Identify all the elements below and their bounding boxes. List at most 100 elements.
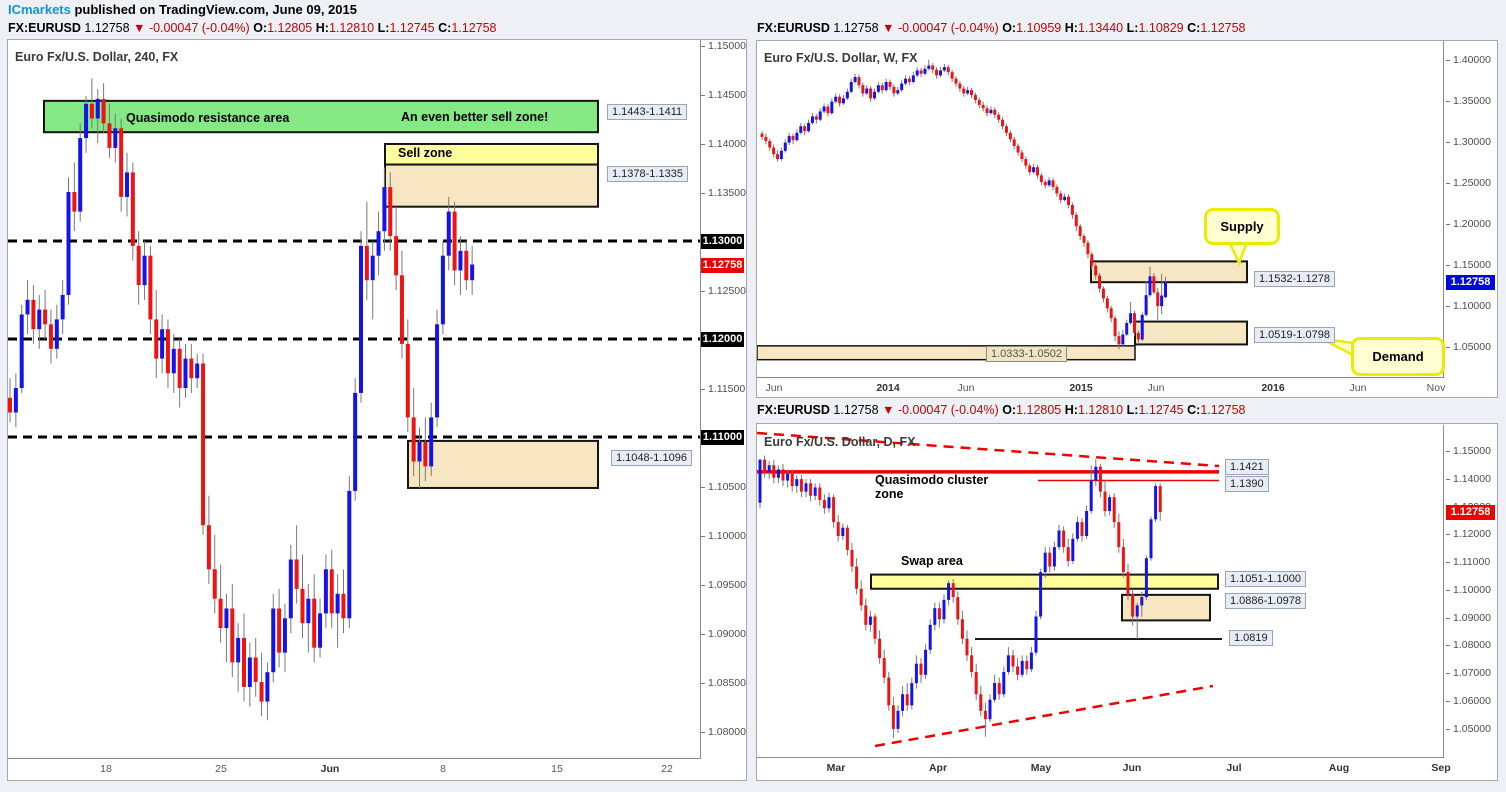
- symbol-label[interactable]: FX:EURUSD: [757, 403, 830, 417]
- zone-swap-area: [870, 573, 1219, 590]
- time-axis[interactable]: Mar Apr May Jun Jul Aug Sep: [758, 758, 1451, 778]
- candle: [873, 91, 877, 99]
- candle: [89, 103, 94, 119]
- candle: [288, 559, 293, 619]
- zone-demand-zone-daily: [1121, 593, 1211, 622]
- candle: [1112, 497, 1116, 523]
- open-value: 1.12805: [1016, 403, 1062, 417]
- last-price: 1.12758: [84, 21, 130, 35]
- candle: [966, 90, 970, 94]
- candle: [1144, 558, 1148, 598]
- candle: [807, 122, 811, 132]
- candle: [781, 469, 785, 481]
- candle: [329, 569, 334, 614]
- candle: [845, 91, 849, 99]
- candle: [171, 348, 176, 374]
- candle: [947, 583, 951, 600]
- x-tick: Jul: [1226, 762, 1242, 774]
- price-range-label: 1.1443-1.1411: [607, 104, 688, 120]
- candle: [1016, 666, 1020, 675]
- candle: [1126, 572, 1130, 595]
- open-value: 1.12805: [267, 21, 313, 35]
- candle: [1028, 165, 1032, 173]
- candle: [951, 583, 955, 598]
- zone-demand-zone-4h: [407, 439, 599, 489]
- candle: [1052, 547, 1056, 567]
- y-tick: 1.05000: [1446, 340, 1495, 354]
- candle: [993, 109, 997, 115]
- candle: [786, 473, 790, 481]
- chart-title: Euro Fx/U.S. Dollar, D, FX: [764, 435, 916, 449]
- candle: [1071, 538, 1075, 561]
- candle: [804, 483, 808, 492]
- candle: [1152, 276, 1156, 293]
- candle: [857, 77, 861, 86]
- candle: [236, 637, 241, 663]
- candle: [979, 694, 983, 711]
- candle: [878, 638, 882, 659]
- price-range-label: 1.1051-1.1000: [1225, 571, 1306, 587]
- candle: [1016, 145, 1020, 153]
- x-tick: Nov: [1426, 382, 1446, 394]
- candle: [1020, 660, 1024, 675]
- chart-canvas-daily[interactable]: [757, 425, 1444, 758]
- candle: [353, 392, 358, 491]
- symbol-label[interactable]: FX:EURUSD: [757, 21, 830, 35]
- low-label: L:: [377, 21, 390, 35]
- red-price-tag: 1.12758: [701, 257, 744, 273]
- price-axis[interactable]: 1.15000 1.14500 1.14000 1.13500 1.12500 1.115…: [701, 39, 746, 759]
- candle: [294, 559, 299, 589]
- candle: [928, 624, 932, 650]
- candle: [411, 417, 416, 462]
- black-price-tag: 1.11000: [701, 430, 744, 445]
- y-tick: 1.08000: [1446, 638, 1495, 652]
- chart-title: Euro Fx/U.S. Dollar, W, FX: [764, 51, 918, 65]
- candle: [54, 319, 59, 349]
- candle: [429, 417, 434, 467]
- price-range-label: 1.1532-1.1278: [1254, 271, 1335, 287]
- quote-line-weekly: FX:EURUSD 1.12758 ▼ -0.00047 (-0.04%) O:…: [757, 21, 1246, 35]
- candle: [119, 128, 124, 197]
- candle: [997, 683, 1001, 695]
- candle: [125, 172, 129, 197]
- price-axis[interactable]: 1.150001.140001.130001.120001.110001.100…: [1446, 426, 1495, 758]
- candle: [212, 569, 217, 599]
- candle: [1039, 175, 1043, 182]
- time-axis[interactable]: 18 25 Jun 8 15 22: [9, 759, 701, 779]
- candle: [795, 132, 799, 141]
- candle: [376, 231, 381, 256]
- candle: [1004, 126, 1008, 133]
- low-value: 1.12745: [1138, 403, 1184, 417]
- x-tick: 15: [551, 763, 563, 775]
- candle: [1156, 292, 1160, 307]
- symbol-label[interactable]: FX:EURUSD: [8, 21, 81, 35]
- candle: [822, 106, 826, 112]
- candle: [783, 142, 787, 151]
- price-axis[interactable]: 1.40000 1.35000 1.30000 1.25000 1.20000 1.150…: [1446, 42, 1495, 378]
- y-tick: 1.25000: [1446, 176, 1495, 190]
- x-tick: Jun: [1122, 762, 1142, 774]
- y-tick: 1.13500: [701, 186, 746, 200]
- chart-canvas-4h[interactable]: [8, 40, 701, 759]
- candle: [189, 358, 194, 379]
- candle: [892, 86, 896, 94]
- candle: [973, 95, 977, 100]
- y-tick: 1.15000: [701, 39, 746, 53]
- y-tick: 1.12000: [1446, 527, 1495, 541]
- published-text: published on TradingView.com, June 09, 2…: [70, 2, 357, 17]
- candle: [165, 329, 170, 374]
- chart-canvas-weekly[interactable]: [757, 41, 1444, 378]
- candle: [962, 88, 966, 94]
- candle: [160, 329, 165, 359]
- y-tick: 1.08500: [701, 676, 746, 690]
- candle: [1086, 242, 1090, 255]
- candle: [904, 78, 908, 84]
- supply-callout: Supply: [1204, 208, 1280, 245]
- candle: [359, 245, 363, 393]
- candle: [435, 324, 440, 418]
- time-axis[interactable]: Jun 2014 Jun 2015 Jun 2016 Jun Nov: [758, 378, 1446, 398]
- trendline: [874, 684, 1214, 748]
- open-label: O:: [1002, 403, 1017, 417]
- y-tick: 1.09000: [701, 627, 746, 641]
- icmarkets-link[interactable]: ICmarkets: [8, 2, 71, 17]
